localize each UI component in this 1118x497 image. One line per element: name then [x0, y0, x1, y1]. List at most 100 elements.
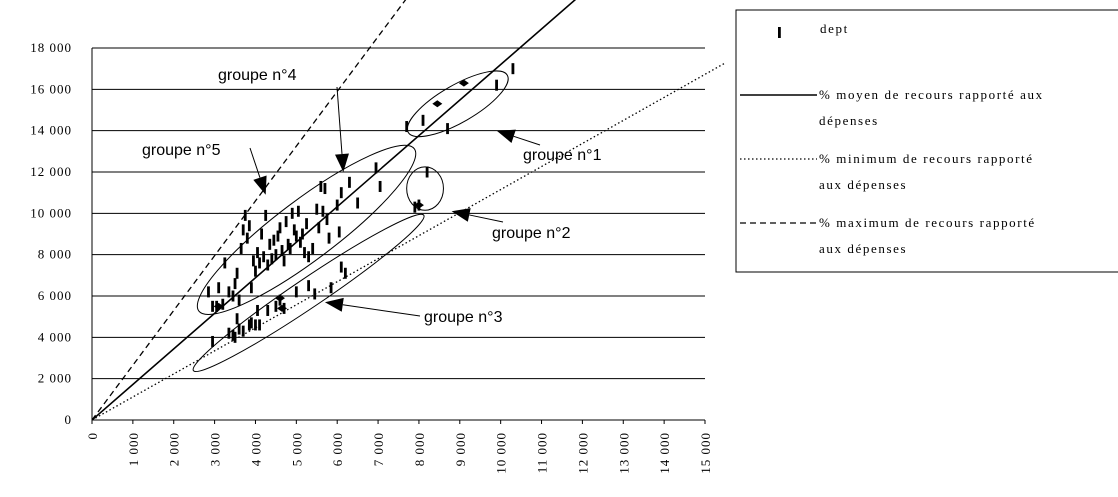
data-point — [268, 238, 272, 250]
data-point — [233, 278, 237, 290]
data-point — [356, 197, 360, 209]
groupe-n-1-arrow-head — [496, 129, 516, 143]
data-point — [217, 282, 221, 294]
x-tick-label: 14 000 — [657, 432, 672, 474]
data-point — [327, 232, 331, 244]
x-axis-ticks: 0 1 000 2 000 3 000 4 000 5 000 6 000 7 000 8 00… — [85, 420, 713, 474]
data-point — [495, 79, 498, 91]
data-point — [378, 180, 382, 192]
data-point — [254, 319, 257, 331]
data-point — [272, 234, 276, 246]
data-point — [276, 230, 280, 242]
data-point — [343, 267, 347, 279]
legend-label-maximum: % maximum de recours rapporté — [819, 215, 1036, 230]
data-point-diamond — [213, 302, 224, 310]
data-point — [245, 232, 249, 244]
y-tick-label: 6 000 — [38, 288, 72, 303]
data-point — [237, 323, 241, 335]
groupe-n-3-ellipse — [192, 213, 425, 373]
x-tick-label: 13 000 — [616, 432, 631, 474]
data-point — [211, 335, 214, 347]
data-point — [227, 286, 231, 298]
data-point-diamond — [413, 201, 424, 209]
x-tick-label: 6 000 — [330, 432, 345, 466]
data-point — [335, 199, 339, 211]
x-tick-label: 12 000 — [575, 432, 590, 474]
data-point — [235, 313, 239, 325]
data-point — [243, 209, 247, 221]
legend-label2-maximum: aux dépenses — [819, 241, 907, 256]
groupe-n-4-arrow-head — [335, 153, 349, 172]
legend-label2-minimum: aux dépenses — [819, 177, 907, 192]
data-point — [325, 214, 329, 226]
reference-lines — [92, 0, 725, 420]
legend-marker-dept — [778, 27, 781, 38]
data-point — [278, 222, 282, 234]
y-axis-ticks: 0 2 000 4 000 6 000 8 000 10 000 12 000 14 000 1… — [30, 40, 72, 427]
x-tick-label: 1 000 — [126, 432, 141, 466]
groupe-n-2-arrow-head — [451, 208, 471, 222]
x-tick-label: 2 000 — [167, 432, 182, 466]
groupe-n-5-arrow-head — [253, 175, 267, 195]
data-point — [239, 242, 243, 254]
data-point — [307, 251, 310, 263]
data-point — [266, 304, 270, 316]
groupe-n-2-label: groupe n°2 — [492, 225, 571, 242]
x-tick-label: 3 000 — [208, 432, 223, 466]
legend: dept % moyen de recours rapporté aux dépen… — [735, 9, 1118, 273]
groupe-n-3-arrow-head — [324, 297, 344, 312]
data-point — [303, 247, 306, 259]
data-point — [511, 63, 515, 75]
y-tick-label: 8 000 — [38, 247, 72, 262]
data-point — [260, 228, 263, 240]
groupe-n-1-ellipse — [406, 70, 509, 138]
data-point — [282, 255, 286, 267]
groupe-n-1-arrow-shaft — [513, 135, 541, 146]
groupe-n-2-arrow-shaft — [469, 214, 504, 223]
data-point — [292, 224, 296, 236]
data-point — [288, 242, 292, 254]
data-point — [258, 257, 261, 269]
data-point — [235, 267, 239, 279]
x-tick-label: 11 000 — [535, 432, 550, 473]
data-point-diamond — [458, 79, 469, 87]
data-point — [252, 255, 255, 267]
x-tick-label: 10 000 — [494, 432, 509, 474]
y-tick-label: 12 000 — [30, 164, 72, 179]
data-point — [339, 187, 343, 199]
y-tick-label: 2 000 — [38, 371, 72, 386]
data-point — [446, 123, 449, 135]
groupe-n-4-ellipse — [196, 144, 417, 315]
data-point — [221, 298, 225, 310]
data-point — [315, 203, 319, 215]
data-point — [296, 205, 300, 217]
data-point — [374, 162, 378, 174]
data-point — [266, 259, 270, 271]
data-point — [233, 331, 237, 343]
data-point — [211, 300, 214, 312]
data-point — [339, 261, 343, 273]
x-tick-label: 7 000 — [371, 432, 386, 466]
data-point — [301, 228, 304, 240]
data-point — [264, 209, 268, 221]
data-point — [270, 253, 274, 265]
x-tick-label: 9 000 — [453, 432, 468, 466]
data-point — [321, 205, 325, 217]
data-point — [323, 183, 327, 195]
reference-line-dashed — [92, 0, 407, 420]
y-tick-label: 10 000 — [30, 205, 72, 220]
data-point — [405, 121, 409, 133]
data-point — [247, 319, 251, 331]
reference-line-dotted — [92, 62, 725, 420]
data-point — [425, 166, 429, 178]
data-point — [311, 242, 315, 254]
data-point — [317, 222, 321, 234]
y-tick-label: 18 000 — [30, 40, 72, 55]
groupe-n-5-label: groupe n°5 — [142, 142, 221, 159]
legend-label-minimum: % minimum de recours rapporté — [819, 151, 1034, 166]
x-tick-label: 8 000 — [412, 432, 427, 466]
data-point — [231, 329, 235, 341]
data-point — [262, 251, 266, 263]
data-point-diamond — [432, 100, 443, 108]
data-point — [249, 317, 253, 329]
